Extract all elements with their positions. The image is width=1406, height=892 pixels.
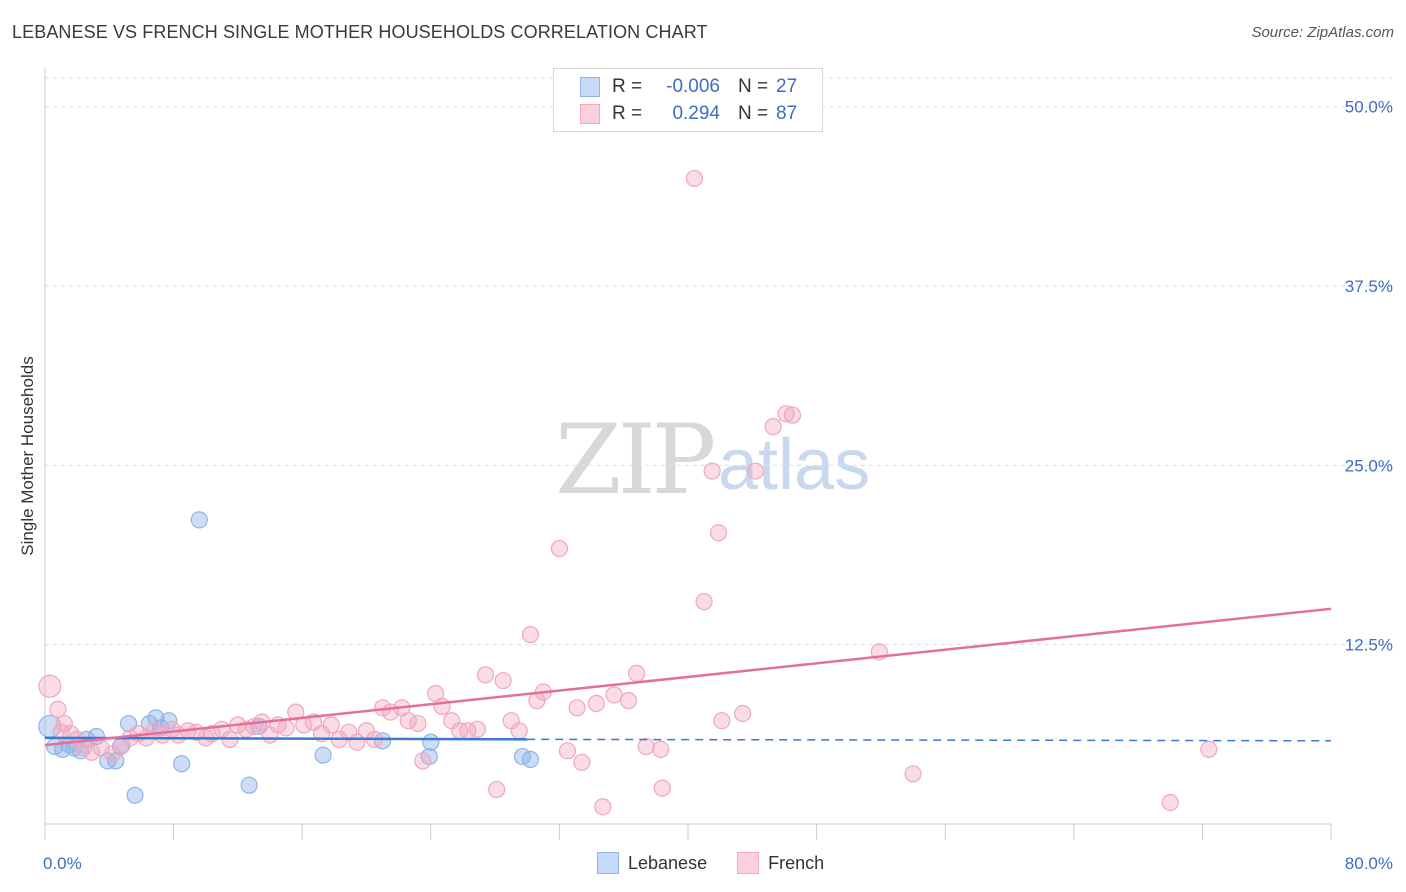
source-credit: Source: ZipAtlas.com xyxy=(1251,24,1394,41)
french-point xyxy=(764,418,782,436)
french-point xyxy=(277,719,295,737)
french-point xyxy=(287,703,305,721)
french-point xyxy=(488,780,506,799)
french-point xyxy=(521,626,540,644)
french-trend-line xyxy=(44,607,1332,747)
french-point xyxy=(494,671,512,690)
french-point xyxy=(703,462,721,480)
french-point xyxy=(468,720,487,738)
french-point xyxy=(605,686,623,704)
french-point xyxy=(1161,793,1179,812)
french-point xyxy=(476,666,495,684)
legend-item-lebanese: Lebanese xyxy=(597,852,707,874)
lebanese-point xyxy=(190,511,208,529)
n-value: 27 xyxy=(776,76,798,97)
legend-item-french: French xyxy=(737,852,824,874)
lebanese-legend-swatch xyxy=(597,852,619,874)
lebanese-point xyxy=(147,709,165,727)
french-point xyxy=(777,405,795,423)
french-point xyxy=(573,753,591,771)
y-tick-label: 25.0% xyxy=(1345,456,1393,475)
french-point xyxy=(568,699,586,717)
n-value: 87 xyxy=(776,103,798,124)
lebanese-legend-label: Lebanese xyxy=(628,852,708,873)
lebanese-point xyxy=(173,755,191,773)
correlation-legend: R = -0.006 N = 27 R = 0.294 N = 87 xyxy=(553,68,823,132)
lebanese-trend-line xyxy=(44,736,528,741)
french-point xyxy=(709,524,728,542)
french-point xyxy=(52,723,70,741)
legend-row-lebanese: R = -0.006 N = 27 xyxy=(580,75,797,99)
x-tick-label: 0.0% xyxy=(43,854,82,873)
french-point xyxy=(399,712,417,730)
french-point xyxy=(414,752,432,770)
chart-title: LEBANESE VS FRENCH SINGLE MOTHER HOUSEHO… xyxy=(12,22,708,42)
french-point xyxy=(637,737,655,756)
y-tick-label: 37.5% xyxy=(1345,277,1393,296)
french-point xyxy=(83,743,101,761)
y-tick-label: 50.0% xyxy=(1345,98,1393,117)
r-label: R = xyxy=(612,103,643,124)
french-point xyxy=(746,462,765,480)
y-tick-label: 12.5% xyxy=(1345,636,1393,655)
french-swatch xyxy=(580,104,600,124)
french-point xyxy=(558,742,577,760)
french-point xyxy=(409,714,427,733)
n-label: N = xyxy=(738,76,769,97)
french-point xyxy=(652,740,670,759)
legend-row-french: R = 0.294 N = 87 xyxy=(580,102,797,126)
french-point xyxy=(594,798,612,816)
lebanese-trend-extension xyxy=(527,738,1332,742)
lebanese-point xyxy=(314,746,332,764)
french-point xyxy=(783,406,802,424)
lebanese-swatch xyxy=(580,77,600,97)
french-legend-label: French xyxy=(768,852,825,873)
french-point xyxy=(587,694,605,713)
r-value: -0.006 xyxy=(666,76,720,97)
lebanese-point xyxy=(126,786,144,804)
french-point xyxy=(653,779,671,797)
french-point xyxy=(433,697,451,715)
french-point xyxy=(49,700,67,718)
n-label: N = xyxy=(738,103,769,124)
watermark-zip: ZIP xyxy=(555,404,716,516)
french-point xyxy=(510,722,528,740)
french-point xyxy=(550,539,569,558)
french-point xyxy=(685,169,704,188)
french-point xyxy=(619,692,638,710)
lebanese-point xyxy=(521,750,540,769)
r-label: R = xyxy=(612,76,643,97)
french-point xyxy=(904,765,922,783)
french-point xyxy=(713,712,731,730)
lebanese-point xyxy=(422,733,440,751)
french-point xyxy=(627,664,646,682)
french-point xyxy=(695,593,713,611)
r-value: 0.294 xyxy=(672,103,720,124)
french-point xyxy=(322,716,340,734)
x-tick-label: 80.0% xyxy=(1345,854,1393,873)
french-point xyxy=(103,745,122,763)
french-point xyxy=(1200,740,1218,759)
french-legend-swatch xyxy=(737,852,760,874)
y-axis-label: Single Mother Households xyxy=(18,356,37,556)
lebanese-point xyxy=(240,776,258,794)
french-point xyxy=(38,674,62,698)
french-point xyxy=(734,704,752,723)
series-legend: Lebanese French xyxy=(597,852,854,874)
